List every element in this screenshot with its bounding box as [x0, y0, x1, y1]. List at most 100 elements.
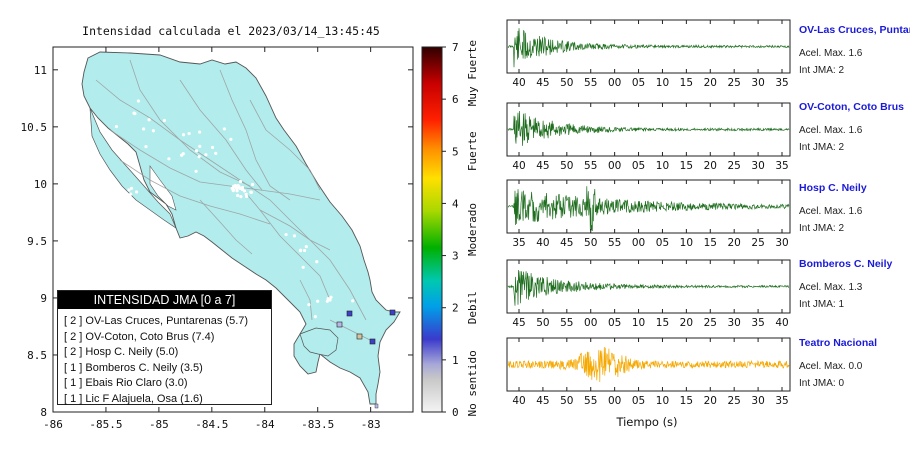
settlement-dot: [298, 248, 303, 252]
settlement-dot: [242, 189, 247, 193]
waveform-tick-label: 55: [560, 317, 573, 329]
settlement-dot: [134, 190, 139, 194]
settlement-dot: [151, 129, 156, 133]
settlement-dot: [240, 185, 245, 190]
settlement-dot: [194, 149, 199, 153]
waveform-tick-label: 00: [608, 160, 621, 172]
waveform-panel: 35 40 45 50 55 00 05 10 15 20 25 30: [506, 179, 791, 249]
colorbar-label: Muy Fuerte: [466, 40, 479, 106]
waveform-trace: [507, 269, 790, 306]
waveform-tick-label: 30: [727, 317, 740, 329]
waveform-tick-label: 45: [536, 77, 549, 89]
y-tick-label: 10.5: [21, 121, 48, 134]
settlement-dot: [167, 157, 171, 161]
station-name: Bomberos C. Neily: [799, 258, 893, 270]
settlement-dot: [126, 195, 130, 199]
time-axis-label: Tiempo (s): [615, 415, 677, 429]
settlement-dot: [130, 186, 134, 190]
waveform-tick-label: 25: [727, 77, 740, 89]
settlement-dot: [236, 183, 240, 188]
waveform-tick-label: 50: [584, 237, 597, 249]
settlement-dot: [144, 145, 148, 149]
waveform-tick-label: 35: [775, 395, 788, 407]
waveform-tick-label: 40: [512, 160, 525, 172]
settlement-dot: [301, 265, 305, 269]
settlement-dot: [249, 190, 253, 194]
waveform-tick-label: 45: [512, 317, 525, 329]
waveform-tick-label: 00: [632, 237, 645, 249]
settlement-dot: [204, 153, 208, 157]
settlement-dot: [229, 137, 233, 141]
settlement-dot: [147, 118, 151, 122]
osa-peninsula: [299, 327, 339, 357]
settlement-dot: [136, 99, 141, 103]
station-accel: Acel. Max. 1.3: [799, 282, 863, 293]
x-tick-label: -85: [149, 418, 169, 431]
waveform-tick-label: 05: [608, 317, 621, 329]
settlement-dot: [292, 234, 297, 238]
x-tick-label: -83: [361, 418, 381, 431]
waveform-panels: 40 45 50 55 00 05 10 15 20 25 30 35 40 45 50 55 00 05 10 15…: [506, 19, 791, 407]
colorbar-tick-label: 3: [452, 250, 459, 263]
station-markers: [336, 309, 396, 409]
waveform-panel: 40 45 50 55 00 05 10 15 20 25 30 35: [506, 19, 791, 89]
waveform-tick-label: 25: [727, 160, 740, 172]
waveform-tick-label: 20: [704, 395, 717, 407]
settlement-dot: [222, 127, 226, 131]
waveform-tick-label: 40: [512, 77, 525, 89]
waveform-tick-label: 35: [512, 237, 525, 249]
waveform-tick-label: 10: [656, 77, 669, 89]
settlement-dot: [129, 192, 133, 196]
settlement-dot: [302, 248, 307, 253]
settlement-dot: [114, 125, 119, 129]
waveform-tick-label: 00: [608, 395, 621, 407]
waveform-tick-label: 35: [775, 160, 788, 172]
station-info: Hosp C. Neily Acel. Max. 1.6 Int JMA: 2: [799, 182, 867, 234]
waveform-tick-label: 15: [656, 317, 669, 329]
settlement-dot: [233, 184, 238, 188]
station-marker: [356, 333, 363, 340]
settlement-dot: [214, 151, 218, 156]
station-jma: Int JMA: 2: [799, 223, 845, 234]
costa-rica-land: [81, 51, 401, 405]
map-x-axis: -86 -85.5 -85 -84.5 -84 -83.5 -83: [43, 47, 381, 431]
intensity-legend: INTENSIDAD JMA [0 a 7] [ 2 ] OV-Las Cruc…: [57, 290, 272, 405]
colorbar-label: Fuerte: [466, 131, 479, 171]
settlement-dot: [315, 260, 319, 264]
waveform-tick-label: 40: [512, 395, 525, 407]
x-tick-label: -84.5: [195, 418, 228, 431]
settlement-dot: [326, 297, 330, 301]
waveform-tick-label: 50: [560, 160, 573, 172]
settlement-dot: [181, 152, 185, 156]
colorbar: [421, 46, 443, 413]
settlement-dot: [284, 232, 288, 237]
waveform-tick-label: 35: [751, 317, 764, 329]
station-name: Teatro Nacional: [799, 337, 877, 349]
station-info: Bomberos C. Neily Acel. Max. 1.3 Int JMA…: [799, 258, 892, 310]
waveform-tick-label: 10: [656, 160, 669, 172]
station-accel: Acel. Max. 1.6: [799, 125, 863, 136]
waveform-panel: 45 50 55 00 05 10 15 20 25 30 35 40: [506, 259, 791, 329]
waveform-tick-label: 25: [704, 317, 717, 329]
y-tick-label: 9.5: [27, 235, 47, 248]
settlement-dots: [112, 99, 355, 319]
waveform-tick-label: 25: [751, 237, 764, 249]
settlement-dot: [307, 303, 311, 307]
colorbar-tick-label: 7: [452, 41, 459, 54]
waveform-tick-label: 30: [751, 160, 764, 172]
colorbar-label: Debil: [466, 291, 479, 324]
waveform-tick-label: 15: [680, 395, 693, 407]
waveform-panel: 40 45 50 55 00 05 10 15 20 25 30 35: [506, 102, 791, 172]
colorbar-tick-label: 6: [452, 93, 459, 106]
waveform-tick-label: 25: [727, 395, 740, 407]
colorbar-labels: No sentido Debil Moderado Fuerte Muy Fuerte: [466, 40, 479, 416]
settlement-dot: [325, 299, 329, 303]
settlement-dot: [304, 245, 308, 249]
settlement-dot: [197, 155, 201, 159]
x-tick-label: -86: [43, 418, 63, 431]
station-marker: [369, 338, 376, 345]
settlement-dot: [235, 189, 239, 193]
waveform-tick-label: 40: [536, 237, 549, 249]
waveform-tick-label: 30: [751, 395, 764, 407]
road-network: [95, 59, 371, 341]
